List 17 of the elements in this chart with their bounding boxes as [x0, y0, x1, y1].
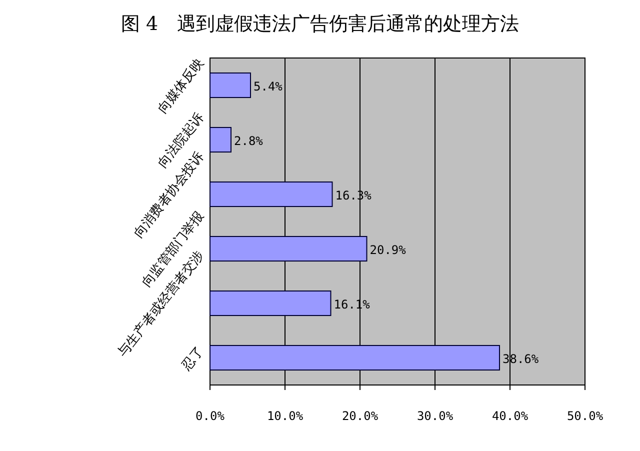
chart-title: 图 4 遇到虚假违法广告伤害后通常的处理方法	[120, 13, 520, 35]
x-tick-label: 40.0%	[492, 409, 529, 423]
x-tick-label: 30.0%	[416, 409, 454, 423]
data-label: 5.4%	[254, 79, 284, 94]
bar	[210, 290, 332, 316]
data-label: 20.9%	[370, 242, 407, 257]
bar	[210, 181, 333, 208]
x-tick-label: 10.0%	[266, 409, 304, 423]
y-tick-label: 忍了	[178, 344, 208, 374]
x-tick-label: 20.0%	[342, 409, 379, 423]
data-label: 2.8%	[234, 134, 264, 148]
bar	[210, 236, 368, 262]
bar	[210, 72, 251, 98]
bar	[210, 126, 232, 153]
x-tick-label: 0.0%	[196, 409, 226, 423]
x-tick-label: 50.0%	[566, 409, 604, 423]
bar	[210, 344, 500, 371]
